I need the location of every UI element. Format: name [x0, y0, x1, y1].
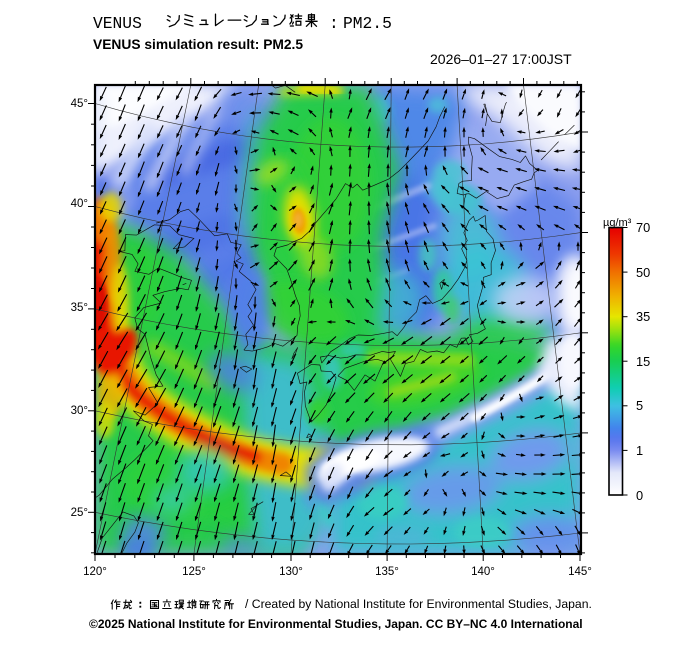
svg-text:70: 70	[636, 220, 650, 235]
svg-text:©2025 National Institute for E: ©2025 National Institute for Environment…	[89, 617, 583, 631]
svg-text:25°: 25°	[71, 507, 88, 519]
svg-text:145°: 145°	[568, 566, 592, 578]
svg-text:45°: 45°	[71, 98, 88, 110]
svg-text:0: 0	[636, 488, 643, 503]
svg-text:/ Created by National Institut: / Created by National Institute for Envi…	[245, 597, 592, 611]
svg-text:VENUS simulation result: PM2.5: VENUS simulation result: PM2.5	[93, 37, 303, 52]
svg-text:5: 5	[636, 398, 643, 413]
svg-text::: :	[329, 14, 339, 33]
svg-text:µg/m³: µg/m³	[603, 217, 632, 229]
svg-text:15: 15	[636, 354, 650, 369]
svg-text:35°: 35°	[71, 302, 88, 314]
svg-text:PM2.5: PM2.5	[343, 14, 392, 33]
svg-text:140°: 140°	[471, 566, 495, 578]
svg-text:VENUS: VENUS	[93, 14, 142, 33]
svg-text:125°: 125°	[182, 566, 206, 578]
svg-text:1: 1	[636, 443, 643, 458]
svg-text:135°: 135°	[375, 566, 399, 578]
svg-text:35: 35	[636, 309, 650, 324]
svg-text:50: 50	[636, 265, 650, 280]
svg-text:2026–01–27 17:00JST: 2026–01–27 17:00JST	[430, 51, 572, 67]
svg-text:120°: 120°	[83, 566, 107, 578]
svg-text:130°: 130°	[279, 566, 303, 578]
svg-text:30°: 30°	[71, 405, 88, 417]
svg-text:40°: 40°	[71, 198, 88, 210]
